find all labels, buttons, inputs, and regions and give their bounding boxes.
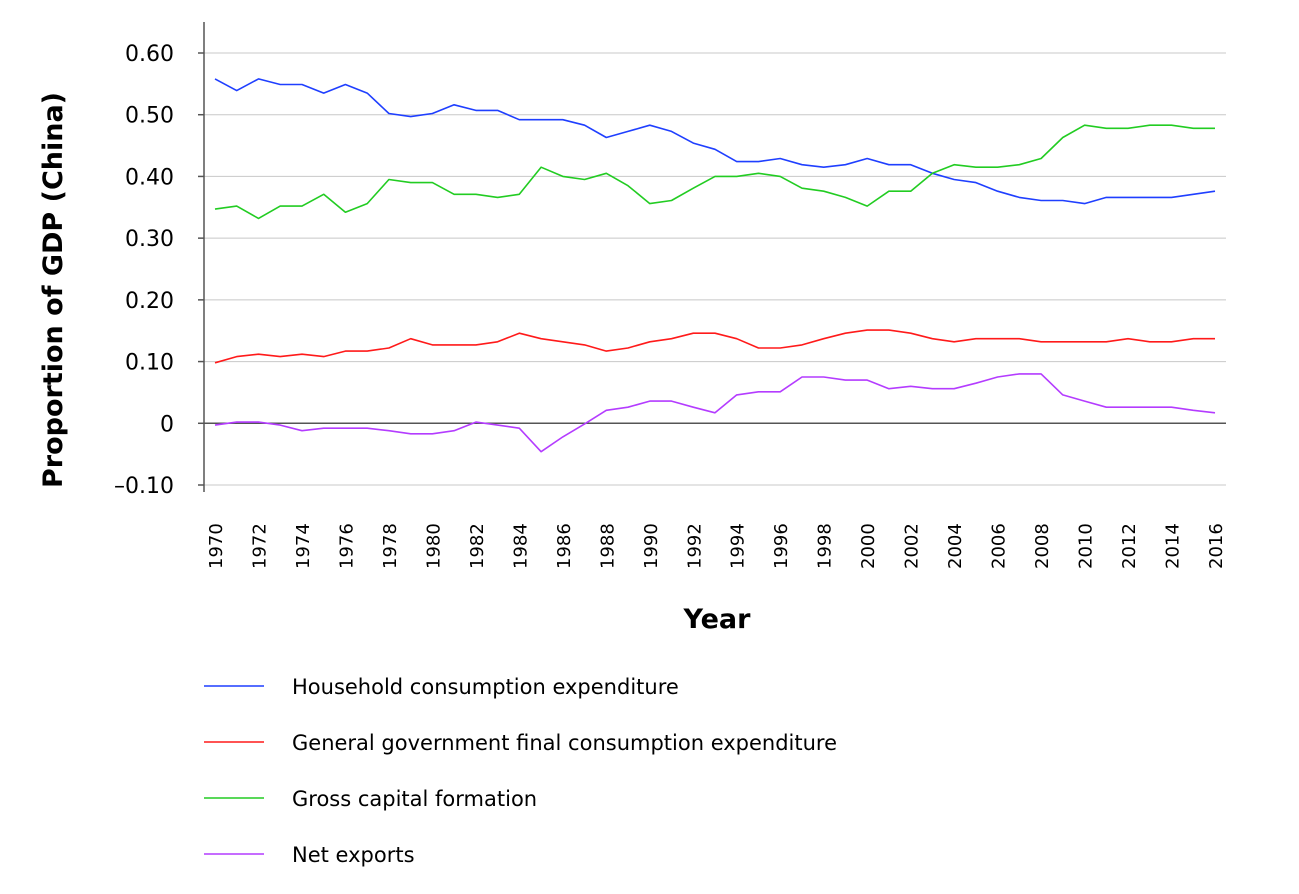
x-tick-label-1984: 1984 xyxy=(510,523,531,569)
gridlines xyxy=(204,52,1226,486)
legend-label-3: Gross capital formation xyxy=(292,787,537,811)
legend-entry-4: Net exports xyxy=(204,843,415,867)
y-tick-label-0: 0.60 xyxy=(125,42,174,67)
y-tick-labels: 0.60 0.50 0.40 0.30 0.20 0.10 0 –0.10 xyxy=(114,42,204,499)
y-tick-label-5: 0.10 xyxy=(125,351,174,376)
legend-entry-2: General government final consumption exp… xyxy=(204,731,837,755)
y-tick-label-4: 0.20 xyxy=(125,289,174,314)
x-tick-label-1980: 1980 xyxy=(423,523,444,569)
y-tick-label-3: 0.30 xyxy=(125,227,174,252)
legend-label-1: Household consumption expenditure xyxy=(292,675,679,699)
legend-label-2: General government final consumption exp… xyxy=(292,731,837,755)
x-tick-label-1996: 1996 xyxy=(771,523,792,569)
series-line-3 xyxy=(214,124,1215,220)
x-tick-label-1976: 1976 xyxy=(336,523,357,569)
x-tick-label-1998: 1998 xyxy=(815,523,836,569)
x-tick-label-1972: 1972 xyxy=(249,523,270,569)
series-line-2 xyxy=(214,329,1215,364)
x-tick-label-2006: 2006 xyxy=(989,523,1010,569)
legend-label-4: Net exports xyxy=(292,843,415,867)
x-tick-label-2012: 2012 xyxy=(1119,523,1140,569)
x-tick-label-2014: 2014 xyxy=(1163,523,1184,569)
y-tick-label-2: 0.40 xyxy=(125,165,174,190)
series-lines xyxy=(214,78,1216,453)
x-tick-label-1994: 1994 xyxy=(728,523,749,569)
y-tick-label-7: –0.10 xyxy=(114,474,174,499)
legend-entry-3: Gross capital formation xyxy=(204,787,537,811)
x-tick-label-1978: 1978 xyxy=(380,523,401,569)
x-axis-label: Year xyxy=(683,604,752,635)
x-tick-label-1970: 1970 xyxy=(206,523,227,569)
x-tick-label-1986: 1986 xyxy=(554,523,575,569)
x-tick-label-1974: 1974 xyxy=(293,523,314,569)
series-line-4 xyxy=(214,373,1216,453)
legend-entry-1: Household consumption expenditure xyxy=(204,675,679,699)
x-tick-label-2008: 2008 xyxy=(1032,523,1053,569)
x-tick-label-2002: 2002 xyxy=(902,523,923,569)
y-tick-label-6: 0 xyxy=(160,412,174,437)
series-line-1 xyxy=(214,78,1216,205)
y-tick-label-1: 0.50 xyxy=(125,104,174,129)
y-axis-label: Proportion of GDP (China) xyxy=(38,92,69,488)
x-tick-label-1982: 1982 xyxy=(467,523,488,569)
x-tick-label-2004: 2004 xyxy=(945,523,966,569)
x-tick-label-2016: 2016 xyxy=(1206,523,1227,569)
x-tick-label-1990: 1990 xyxy=(641,523,662,569)
x-tick-labels: 1970 1972 1974 1976 1978 1980 1982 1984 1986 1988… xyxy=(206,523,1227,569)
x-tick-label-2000: 2000 xyxy=(858,523,879,569)
x-tick-label-2010: 2010 xyxy=(1076,523,1097,569)
x-tick-label-1992: 1992 xyxy=(684,523,705,569)
x-tick-label-1988: 1988 xyxy=(597,523,618,569)
legend: Household consumption expenditure General… xyxy=(204,675,837,867)
